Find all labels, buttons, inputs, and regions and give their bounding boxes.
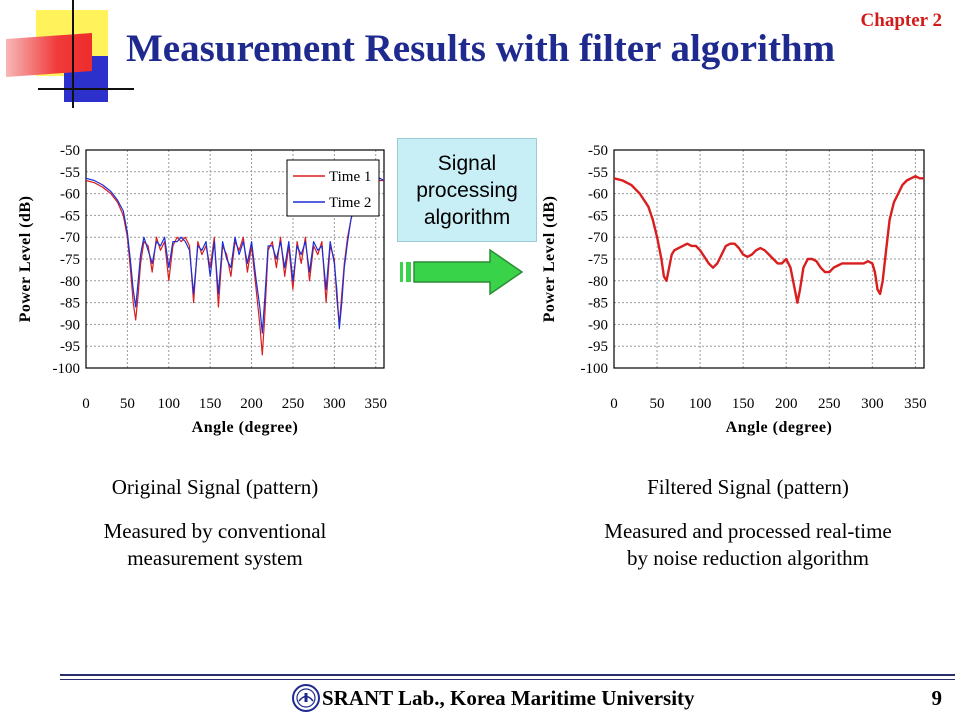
x-tick-label: 150: [199, 396, 222, 412]
y-tick-label: -55: [588, 165, 608, 181]
x-tick-label: 200: [775, 396, 798, 412]
x-axis-label: Angle (degree): [726, 419, 833, 436]
footer-divider-thin: [60, 679, 955, 680]
x-tick-label: 350: [364, 396, 387, 412]
y-tick-label: -85: [60, 296, 80, 312]
corner-deco-hline: [38, 88, 134, 90]
page-title: Measurement Results with filter algorith…: [126, 27, 836, 70]
x-tick-label: 50: [120, 396, 135, 412]
y-tick-label: -50: [60, 143, 80, 159]
process-arrow: [400, 248, 524, 296]
x-tick-label: 250: [818, 396, 841, 412]
plot-frame: [613, 149, 925, 369]
original-signal-chart: -50 -55 -60 -65 -70 -75 -80 -85 -90 -95 -100 0 50 100…: [17, 143, 387, 436]
legend-label-1: Time 1: [329, 169, 371, 185]
x-tick-label: 0: [610, 396, 618, 412]
original-signal-description: Measured by conventional measurement sys…: [103, 519, 327, 570]
footer-lab-name: SRANT Lab., Korea Maritime University: [322, 686, 695, 710]
x-axis-label: Angle (degree): [192, 419, 299, 436]
x-tick-label: 300: [323, 396, 346, 412]
y-axis-label: Power Level (dB): [17, 196, 34, 323]
x-tick-label: 0: [82, 396, 90, 412]
signal-processing-box: Signal processing algorithm: [397, 138, 537, 242]
y-tick-label: -90: [588, 317, 608, 333]
y-tick-label: -70: [60, 230, 80, 246]
x-tick-label: 350: [904, 396, 927, 412]
university-logo-icon: [292, 684, 320, 712]
arrow-stripe-1: [400, 262, 403, 282]
y-tick-label: -75: [588, 252, 608, 268]
x-tick-label: 150: [732, 396, 755, 412]
y-tick-label: -60: [588, 187, 608, 203]
legend-box: [286, 159, 380, 217]
corner-deco-vline: [72, 0, 74, 108]
x-tick-label: 100: [689, 396, 712, 412]
corner-deco-red: [6, 32, 92, 78]
signal-processing-label: Signal processing algorithm: [416, 151, 518, 229]
y-tick-label: -60: [60, 187, 80, 203]
y-tick-label: -95: [588, 339, 608, 355]
y-tick-label: -85: [588, 296, 608, 312]
y-tick-label: -75: [60, 252, 80, 268]
y-tick-label: -55: [60, 165, 80, 181]
legend-label-2: Time 2: [329, 195, 371, 211]
plot-frame: [85, 149, 385, 369]
page-number: 9: [931, 686, 943, 710]
filtered-signal-title: Filtered Signal (pattern): [647, 475, 849, 499]
y-tick-label: -50: [588, 143, 608, 159]
y-tick-label: -65: [588, 208, 608, 224]
x-tick-label: 100: [158, 396, 181, 412]
x-tick-label: 50: [650, 396, 665, 412]
y-tick-label: -100: [53, 361, 81, 377]
arrow-body: [413, 248, 524, 296]
y-tick-label: -65: [60, 208, 80, 224]
footer-divider: [60, 674, 955, 676]
y-tick-label: -100: [581, 361, 609, 377]
y-tick-label: -95: [60, 339, 80, 355]
arrow-stripe-2: [406, 262, 411, 282]
y-tick-label: -80: [60, 274, 80, 290]
filtered-signal-description: Measured and processed real-time by nois…: [604, 519, 892, 570]
series-line-2: [85, 175, 385, 334]
y-tick-label: -70: [588, 230, 608, 246]
x-tick-label: 200: [240, 396, 263, 412]
filtered-signal-chart: -50 -55 -60 -65 -70 -75 -80 -85 -90 -95 -100 0 50 100…: [541, 143, 927, 436]
series-line-1: [613, 175, 924, 304]
x-tick-label: 300: [861, 396, 884, 412]
y-tick-label: -80: [588, 274, 608, 290]
y-tick-label: -90: [60, 317, 80, 333]
y-axis-label: Power Level (dB): [541, 196, 558, 323]
x-tick-label: 250: [282, 396, 305, 412]
chapter-label: Chapter 2: [860, 10, 942, 31]
original-signal-title: Original Signal (pattern): [111, 475, 319, 499]
